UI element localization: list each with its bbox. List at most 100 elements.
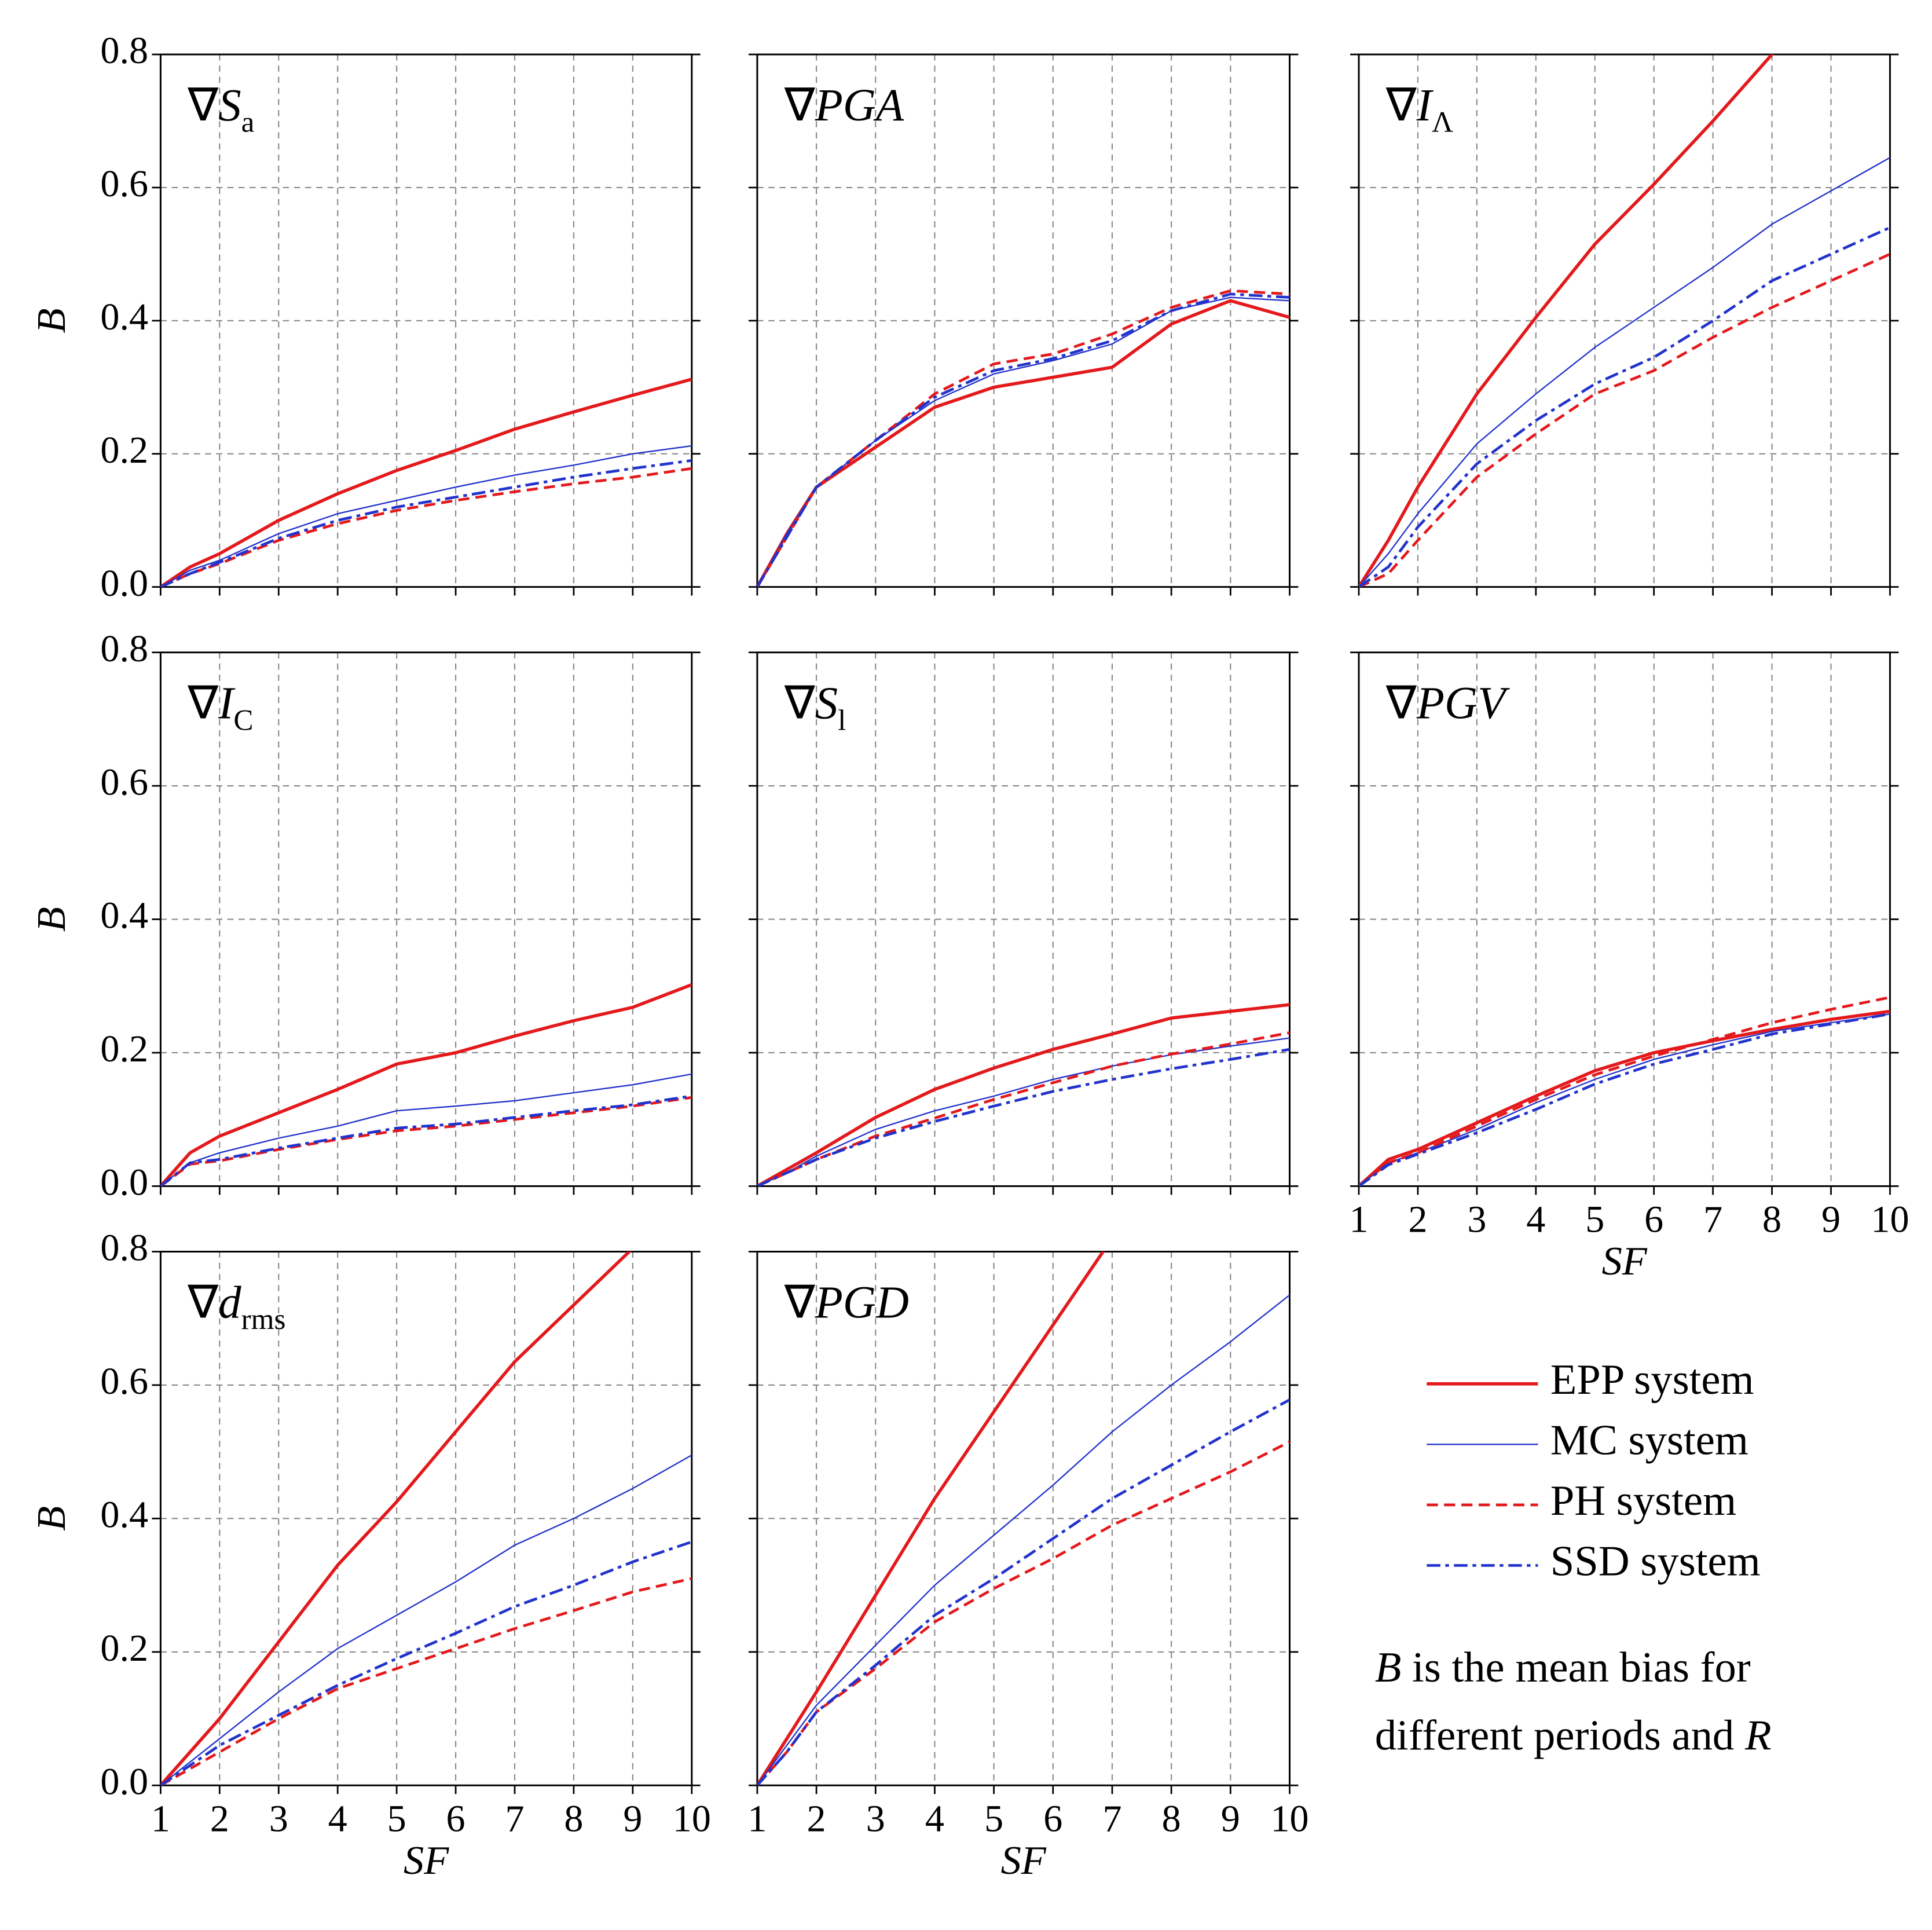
x-tick-label: 10 [673, 1797, 711, 1840]
x-tick-label: 3 [866, 1797, 885, 1840]
x-axis-label: SF [1001, 1838, 1047, 1883]
series-line [160, 1094, 692, 1186]
y-tick-label: 0.6 [100, 163, 148, 205]
series-line [1358, 1009, 1890, 1186]
series-line [757, 1048, 1290, 1186]
x-tick-label: 6 [446, 1797, 465, 1840]
y-axis-label: B [29, 907, 74, 932]
series-line [1358, 996, 1890, 1186]
plot-frame [756, 1251, 1291, 1786]
x-axis-label: SF [404, 1838, 449, 1883]
x-tick-label: 1 [151, 1797, 170, 1840]
title-sub: Λ [1432, 105, 1453, 138]
title-sub: C [233, 704, 253, 737]
series-line [160, 1540, 692, 1786]
plot-frame [159, 651, 693, 1187]
x-tick-label: 2 [210, 1797, 229, 1840]
y-tick-label: 0.8 [100, 30, 148, 72]
legend-label: SSD system [1550, 1537, 1761, 1585]
y-tick-label: 0.8 [100, 1227, 148, 1269]
x-tick-label: 3 [1467, 1199, 1486, 1241]
note-part: B [1375, 1643, 1402, 1691]
series-line [757, 296, 1290, 587]
series-line [160, 1096, 692, 1186]
series-line [1358, 252, 1890, 587]
title-main: PGV [1416, 679, 1510, 729]
series-line [757, 299, 1290, 587]
y-tick-label: 0.2 [100, 429, 148, 471]
x-tick-label: 4 [328, 1797, 347, 1840]
note: B is the mean bias for [1375, 1643, 1751, 1691]
title-main: I [218, 679, 236, 729]
note: different periods and R [1375, 1711, 1772, 1759]
series-line [757, 1003, 1290, 1186]
x-tick-label: 9 [623, 1797, 642, 1840]
x-tick-label: 5 [984, 1797, 1003, 1840]
x-tick-label: 8 [564, 1797, 583, 1840]
x-tick-label: 4 [1526, 1199, 1545, 1241]
x-tick-label: 5 [387, 1797, 406, 1840]
y-axis-label: B [29, 308, 74, 333]
y-tick-label: 0.4 [100, 1494, 148, 1536]
x-tick-label: 4 [925, 1797, 944, 1840]
series-line [160, 459, 692, 587]
title-symbol: ∇ [784, 1278, 816, 1328]
x-tick-label: 8 [1762, 1199, 1781, 1241]
title-symbol: ∇ [784, 679, 816, 729]
y-tick-label: 0.0 [100, 562, 148, 605]
series-line [160, 378, 692, 587]
y-tick-label: 0.2 [100, 1028, 148, 1070]
series-line [757, 1398, 1290, 1786]
panel: 0.0 0.2 0.4 0.6 0.8 ∇Sa B [29, 30, 701, 605]
title-main: I [1416, 80, 1434, 131]
plot-frame [1358, 53, 1891, 588]
title-sub: a [241, 105, 255, 138]
legend-label: PH system [1550, 1477, 1736, 1525]
title-symbol: ∇ [784, 80, 816, 131]
x-tick-label: 1 [1349, 1199, 1368, 1241]
x-tick-label: 2 [1408, 1199, 1427, 1241]
y-tick-label: 0.0 [100, 1760, 148, 1803]
panel: 1 2 3 4 5 6 7 8 9 10 ∇PGD SF [747, 1251, 1309, 1883]
x-tick-label: 7 [1102, 1797, 1121, 1840]
x-tick-label: 10 [1871, 1199, 1909, 1241]
series-line [160, 1577, 692, 1786]
x-tick-label: 6 [1043, 1797, 1062, 1840]
title-sub: rms [241, 1303, 286, 1336]
x-tick-label: 5 [1585, 1199, 1604, 1241]
y-tick-label: 0.0 [100, 1162, 148, 1204]
title-symbol: ∇ [187, 679, 219, 729]
series-line [1358, 1013, 1890, 1186]
series-line [160, 1251, 632, 1786]
legend: EPP system MC system PH system SSD system B … [1375, 1356, 1772, 1759]
panel-title: ∇Sl [784, 679, 846, 737]
series-line [160, 1073, 692, 1186]
series-line [757, 292, 1290, 587]
y-axis-label: B [29, 1506, 74, 1531]
x-tick-label: 7 [1703, 1199, 1722, 1241]
series-line [757, 1251, 1105, 1786]
panel-title: ∇IC [187, 679, 253, 737]
x-axis-label: SF [1602, 1239, 1648, 1284]
y-tick-label: 0.4 [100, 895, 148, 937]
y-tick-label: 0.2 [100, 1627, 148, 1669]
series-line [757, 289, 1290, 587]
y-tick-label: 0.6 [100, 761, 148, 803]
x-tick-label: 1 [747, 1797, 767, 1840]
title-sub: l [838, 704, 846, 737]
panel: 1 2 3 4 5 6 7 8 9 10 0.0 0.2 0.4 0.6 0.8 ∇drms B SF [29, 1227, 711, 1883]
plot-frame [1358, 651, 1891, 1187]
title-main: S [815, 679, 838, 729]
series-line [160, 445, 692, 587]
panel-title: ∇drms [187, 1278, 285, 1336]
series-line [1358, 226, 1890, 587]
title-main: PGD [815, 1278, 909, 1328]
note-part: is the mean bias for [1401, 1643, 1750, 1691]
x-tick-label: 10 [1270, 1797, 1308, 1840]
series-line [160, 983, 692, 1186]
legend-label: MC system [1550, 1416, 1748, 1464]
title-symbol: ∇ [187, 1278, 219, 1328]
y-tick-label: 0.6 [100, 1360, 148, 1402]
title-symbol: ∇ [1385, 679, 1417, 729]
